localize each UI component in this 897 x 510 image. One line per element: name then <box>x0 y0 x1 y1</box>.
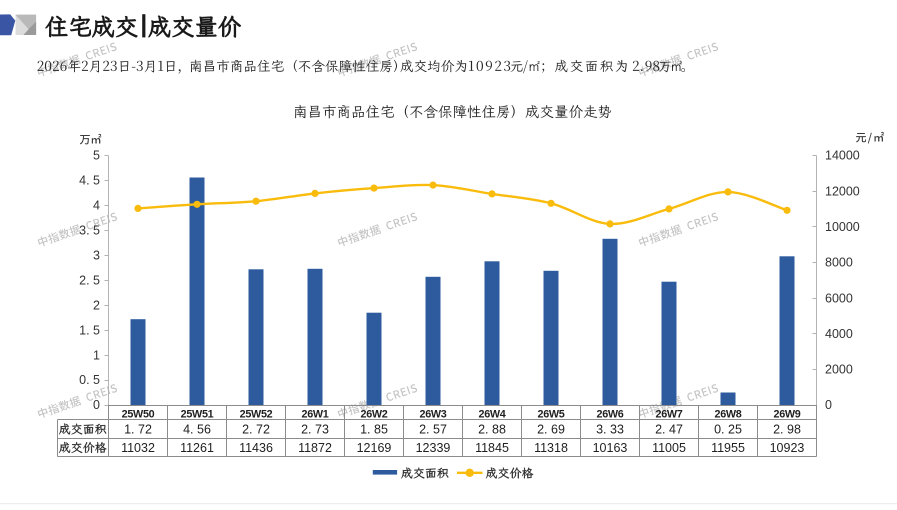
svg-text:3: 3 <box>93 249 100 263</box>
svg-text:10923: 10923 <box>770 441 805 455</box>
svg-text:12169: 12169 <box>357 441 392 455</box>
svg-text:1. 85: 1. 85 <box>360 422 388 436</box>
svg-text:2. 5: 2. 5 <box>79 273 100 287</box>
svg-text:26W1: 26W1 <box>301 408 328 420</box>
svg-text:11261: 11261 <box>180 441 214 455</box>
svg-text:1. 72: 1. 72 <box>124 422 152 436</box>
svg-text:0: 0 <box>93 398 100 412</box>
svg-text:26W2: 26W2 <box>360 408 387 420</box>
svg-text:11436: 11436 <box>239 441 273 455</box>
svg-text:4. 56: 4. 56 <box>183 422 211 436</box>
svg-text:3. 33: 3. 33 <box>596 422 624 436</box>
svg-text:26W3: 26W3 <box>419 408 446 420</box>
svg-text:2: 2 <box>93 298 100 312</box>
svg-text:1. 5: 1. 5 <box>79 323 100 337</box>
svg-text:8000: 8000 <box>825 256 853 270</box>
svg-text:25W52: 25W52 <box>240 408 273 420</box>
svg-text:11318: 11318 <box>534 441 568 455</box>
svg-text:26W5: 26W5 <box>537 408 564 420</box>
svg-text:4: 4 <box>93 199 100 213</box>
svg-text:25W50: 25W50 <box>122 408 155 420</box>
svg-text:11955: 11955 <box>711 441 745 455</box>
svg-text:2. 88: 2. 88 <box>478 422 506 436</box>
svg-text:12000: 12000 <box>825 184 860 198</box>
svg-text:6000: 6000 <box>825 291 853 305</box>
svg-text:1: 1 <box>93 348 100 362</box>
svg-text:26W9: 26W9 <box>773 408 800 420</box>
svg-text:25W51: 25W51 <box>181 408 214 420</box>
svg-text:0. 5: 0. 5 <box>79 373 100 387</box>
svg-text:12339: 12339 <box>416 441 451 455</box>
svg-text:3. 5: 3. 5 <box>79 224 100 238</box>
svg-text:11872: 11872 <box>298 441 332 455</box>
svg-text:26W7: 26W7 <box>655 408 682 420</box>
svg-text:2000: 2000 <box>825 363 853 377</box>
svg-text:10163: 10163 <box>593 441 628 455</box>
svg-text:2. 98: 2. 98 <box>773 422 801 436</box>
svg-text:2. 69: 2. 69 <box>537 422 565 436</box>
svg-text:26W4: 26W4 <box>478 408 505 420</box>
svg-text:4000: 4000 <box>825 327 853 341</box>
svg-text:2. 72: 2. 72 <box>242 422 270 436</box>
svg-text:0: 0 <box>825 398 832 412</box>
svg-text:26W8: 26W8 <box>714 408 741 420</box>
svg-text:4. 5: 4. 5 <box>79 174 100 188</box>
svg-text:2. 73: 2. 73 <box>301 422 329 436</box>
svg-text:2. 57: 2. 57 <box>419 422 447 436</box>
svg-text:2. 47: 2. 47 <box>655 422 683 436</box>
svg-text:26W6: 26W6 <box>596 408 623 420</box>
svg-text:11845: 11845 <box>475 441 509 455</box>
svg-text:11032: 11032 <box>121 441 155 455</box>
svg-text:14000: 14000 <box>825 149 860 163</box>
svg-text:11005: 11005 <box>652 441 686 455</box>
svg-text:10000: 10000 <box>825 220 860 234</box>
svg-text:5: 5 <box>93 149 100 163</box>
svg-text:0. 25: 0. 25 <box>714 422 742 436</box>
